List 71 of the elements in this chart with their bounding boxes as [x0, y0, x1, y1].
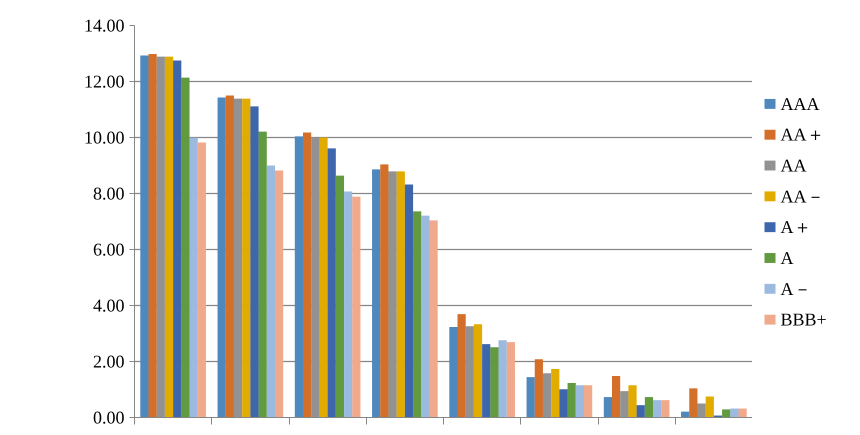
bar: [164, 56, 174, 418]
bar: [534, 359, 543, 418]
bar: [730, 408, 738, 418]
y-tick-label: 2.00: [93, 352, 124, 372]
bar: [636, 405, 645, 418]
bar: [604, 397, 612, 418]
bar: [681, 412, 690, 418]
bar: [498, 340, 507, 418]
bar: [612, 376, 620, 418]
y-tick-label: 4.00: [93, 296, 124, 316]
bar: [396, 171, 405, 418]
bar: [738, 408, 747, 418]
legend-label: A＋: [780, 217, 812, 238]
bar: [198, 142, 206, 418]
y-tick-label: 14.00: [84, 16, 124, 36]
bar: [526, 377, 535, 418]
y-tick-label: 6.00: [93, 240, 124, 260]
bar: [584, 385, 592, 418]
bar: [430, 220, 438, 418]
bar: [722, 409, 730, 418]
legend-label: AA－: [780, 186, 824, 206]
bar: [380, 164, 388, 418]
bar: [294, 136, 303, 418]
bar: [490, 347, 499, 418]
y-tick-label: 8.00: [93, 184, 124, 204]
bar: [404, 184, 414, 418]
bar: [275, 170, 284, 418]
bar: [413, 211, 422, 418]
bar: [449, 327, 458, 418]
bar: [218, 97, 226, 418]
bar: [266, 166, 275, 418]
bar: [336, 176, 344, 418]
legend-label: AAA: [780, 94, 820, 114]
bar: [328, 148, 336, 418]
bar: [258, 132, 267, 418]
bar: [421, 216, 430, 418]
bar: [551, 369, 560, 418]
bar: [576, 385, 584, 418]
bar: [319, 138, 328, 418]
bar: [148, 54, 157, 418]
bar: [482, 344, 490, 418]
bar: [653, 400, 662, 418]
y-tick-label: 12.00: [84, 72, 124, 92]
bar: [140, 55, 148, 418]
bar: [661, 400, 670, 418]
bar: [173, 60, 182, 418]
bar: [344, 192, 352, 418]
bar: [303, 132, 312, 418]
bar: [506, 342, 515, 418]
y-tick-label: 0.00: [93, 408, 124, 428]
legend-label: BBB+: [780, 310, 827, 330]
bar: [706, 396, 714, 418]
bar: [644, 397, 654, 418]
bar: [190, 138, 198, 418]
bar: [226, 96, 234, 418]
bar: [181, 78, 190, 418]
legend-label: AA: [780, 156, 806, 176]
bar: [689, 388, 698, 418]
bar: [474, 324, 482, 418]
bar: [250, 106, 259, 418]
legend-label: A: [780, 248, 794, 268]
bar: [352, 196, 360, 418]
bar: [628, 385, 637, 418]
bar: [458, 314, 466, 418]
bar: [372, 169, 380, 418]
y-tick-label: 10.00: [84, 128, 124, 148]
bar: [559, 389, 568, 418]
bar: [568, 383, 576, 418]
bar: [242, 98, 250, 418]
legend-label: AA＋: [780, 124, 824, 145]
legend-label: A－: [780, 278, 812, 299]
